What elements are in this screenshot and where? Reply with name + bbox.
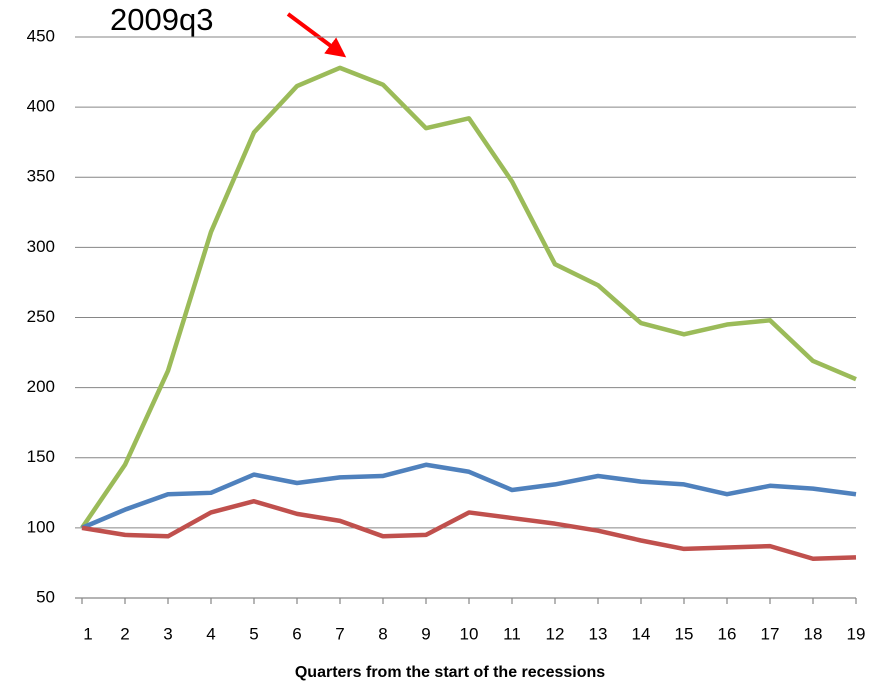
x-tick-label: 6 xyxy=(292,624,301,643)
x-axis-label: Quarters from the start of the recession… xyxy=(295,664,605,681)
annotation: 2009q3 xyxy=(110,2,213,37)
x-tick-label: 19 xyxy=(847,624,866,643)
y-tick-label: 350 xyxy=(27,167,55,186)
x-tick-label: 11 xyxy=(503,624,521,643)
x-tick-label: 9 xyxy=(421,624,430,643)
x-tick-label: 12 xyxy=(546,624,565,643)
y-tick-label: 200 xyxy=(27,377,55,396)
series-line xyxy=(81,498,857,561)
annotation-arrow xyxy=(286,12,347,58)
x-tick-label: 18 xyxy=(804,624,823,643)
y-tick-label: 100 xyxy=(27,517,55,536)
x-tick-label: 17 xyxy=(761,624,780,643)
x-tick-label: 8 xyxy=(378,624,387,643)
x-tick-label: 10 xyxy=(460,624,479,643)
x-tick-label: 14 xyxy=(632,624,651,643)
x-tick-label: 4 xyxy=(206,624,215,643)
y-tick-label: 150 xyxy=(27,447,55,466)
x-tick-label: 16 xyxy=(718,624,737,643)
x-tick-label: 15 xyxy=(675,624,694,643)
y-tick-label: 50 xyxy=(36,587,55,606)
y-tick-label: 300 xyxy=(27,237,55,256)
x-tick-label: 3 xyxy=(163,624,172,643)
x-tick-label: 1 xyxy=(83,624,92,643)
x-tick-label: 5 xyxy=(249,624,258,643)
series-line xyxy=(80,65,857,530)
y-tick-label: 450 xyxy=(27,26,55,45)
y-tick-label: 250 xyxy=(27,307,55,326)
x-tick-label: 7 xyxy=(335,624,344,643)
x-tick-label: 2 xyxy=(120,624,129,643)
x-tick-label: 13 xyxy=(589,624,608,643)
series-line xyxy=(81,462,857,530)
y-tick-label: 400 xyxy=(27,97,55,116)
